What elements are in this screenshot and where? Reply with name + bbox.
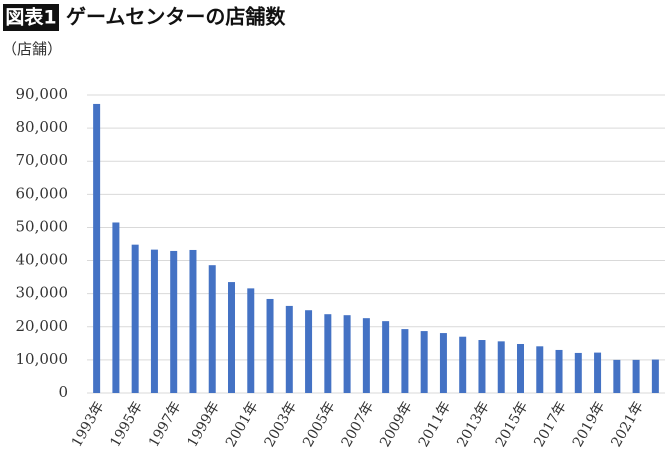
bar (555, 349, 563, 393)
x-tick-label: 2005年 (300, 399, 339, 450)
bar (574, 352, 582, 393)
y-tick-label: 90,000 (16, 85, 69, 103)
bar (93, 103, 101, 393)
bar (285, 305, 293, 393)
x-tick-label: 2021年 (608, 399, 647, 450)
y-tick-label: 10,000 (16, 350, 69, 368)
y-tick-label: 50,000 (16, 217, 69, 235)
bar (343, 315, 351, 393)
chart-title: ゲームセンターの店舗数 (66, 5, 286, 29)
x-tick-label: 1999年 (184, 399, 223, 450)
x-tick-label: 2017年 (531, 399, 570, 450)
bar (266, 298, 274, 393)
bar (459, 336, 467, 393)
x-tick-label: 2015年 (493, 399, 532, 450)
y-tick-label: 0 (58, 383, 68, 401)
bar (189, 249, 197, 393)
x-tick-label: 2019年 (570, 399, 609, 450)
x-tick-label: 1993年 (69, 399, 108, 450)
y-tick-label: 70,000 (16, 151, 69, 169)
badge: 図表1 (5, 6, 56, 29)
bar (439, 333, 447, 393)
bar (247, 288, 255, 393)
bar (228, 282, 235, 393)
y-tick-label: 80,000 (16, 118, 69, 136)
bar (613, 359, 621, 393)
bar (517, 343, 524, 393)
y-tick-label: 20,000 (16, 317, 69, 335)
x-tick-label: 1995年 (107, 399, 146, 450)
bar (632, 359, 640, 393)
x-tick-label: 2013年 (454, 399, 493, 450)
bar (131, 244, 139, 393)
y-tick-label: 30,000 (16, 284, 69, 302)
y-axis-label: （店舗） (2, 40, 62, 58)
bar (150, 249, 158, 393)
x-tick-label: 1997年 (146, 399, 185, 450)
bar (305, 310, 313, 393)
y-tick-label: 40,000 (16, 251, 69, 269)
bar (651, 359, 659, 393)
bar (536, 346, 544, 393)
x-tick-label: 2009年 (377, 399, 416, 450)
bar (420, 331, 428, 393)
bar (497, 341, 505, 393)
y-tick-label: 60,000 (16, 184, 69, 202)
bar (170, 250, 178, 393)
badge-box (3, 4, 59, 31)
bar (112, 222, 120, 393)
bar (362, 318, 370, 393)
x-tick-label: 2011年 (416, 399, 455, 450)
x-tick-label: 2007年 (339, 399, 378, 450)
x-tick-label: 2001年 (223, 399, 262, 450)
bar (594, 352, 602, 393)
bar (324, 314, 332, 393)
bar (382, 321, 390, 393)
bar (208, 265, 216, 393)
bar (401, 329, 409, 393)
bar (478, 340, 486, 393)
x-tick-label: 2003年 (262, 399, 301, 450)
